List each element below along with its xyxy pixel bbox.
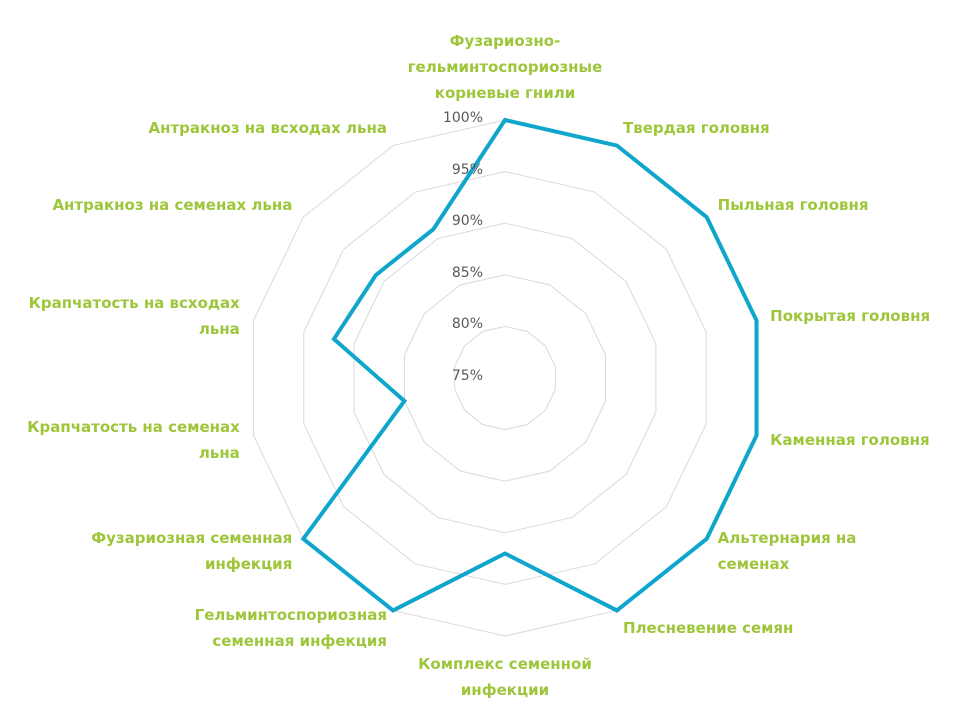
tick-label: 100%: [442, 110, 483, 126]
category-label: Фузариозная семенная инфекция: [91, 529, 293, 574]
grid-ring: [353, 222, 657, 534]
tick-label: 80%: [451, 316, 483, 333]
grid-ring: [454, 325, 556, 431]
category-label: Покрытая головня: [770, 307, 931, 326]
category-label: Каменная головня: [770, 430, 930, 449]
tick-label: 90%: [451, 213, 483, 230]
category-label: Антракноз на всходах льна: [148, 118, 387, 137]
category-label: Гельминтоспориозная семенная инфекция: [194, 606, 387, 651]
category-label: Комплекс семенной инфекции: [418, 654, 592, 699]
tick-label: 75%: [451, 368, 483, 384]
category-label: Альтернария на семенах: [717, 529, 857, 574]
category-label: Крапчатость на семенах льна: [27, 417, 240, 462]
tick-label: 95%: [451, 161, 483, 178]
tick-label: 85%: [451, 264, 483, 281]
series-line: [300, 117, 759, 613]
grid-ring: [303, 171, 707, 585]
category-label: Фузариозно-гельминтоспориозные корневые …: [407, 32, 603, 103]
grid-ring: [403, 274, 607, 482]
category-label: Пыльная головня: [717, 195, 869, 214]
category-label: Плесневение семян: [623, 619, 794, 638]
category-label: Крапчатость на всходах льна: [28, 294, 240, 339]
category-label: Твердая головня: [623, 118, 770, 137]
category-label: Антракноз на семенах льна: [52, 195, 293, 214]
